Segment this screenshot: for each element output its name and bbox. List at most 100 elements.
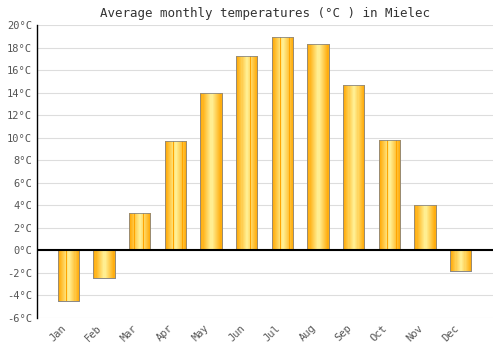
Bar — [420, 205, 421, 250]
Bar — [386, 140, 388, 250]
Bar — [248, 56, 250, 250]
Bar — [58, 250, 59, 301]
Bar — [320, 44, 322, 250]
Bar — [78, 250, 79, 301]
Bar — [348, 85, 350, 250]
Bar — [164, 141, 186, 250]
Bar — [284, 36, 285, 250]
Bar — [164, 141, 186, 250]
Bar — [466, 250, 468, 271]
Bar — [104, 250, 106, 279]
Bar — [464, 250, 466, 271]
Bar — [242, 56, 244, 250]
Bar — [353, 85, 354, 250]
Bar — [318, 44, 320, 250]
Bar — [177, 141, 178, 250]
Bar — [288, 36, 290, 250]
Bar — [208, 93, 209, 250]
Bar — [432, 205, 434, 250]
Bar — [418, 205, 420, 250]
Bar — [292, 36, 293, 250]
Bar — [378, 140, 400, 250]
Bar — [74, 250, 76, 301]
Bar — [244, 56, 245, 250]
Bar — [355, 85, 356, 250]
Bar — [358, 85, 360, 250]
Bar — [350, 85, 352, 250]
Bar — [277, 36, 278, 250]
Bar — [247, 56, 248, 250]
Bar — [246, 56, 247, 250]
Bar — [100, 250, 101, 279]
Bar — [148, 213, 149, 250]
Bar — [285, 36, 286, 250]
Bar — [325, 44, 326, 250]
Bar — [217, 93, 218, 250]
Bar — [283, 36, 284, 250]
Bar — [313, 44, 314, 250]
Bar — [131, 213, 132, 250]
Bar — [209, 93, 210, 250]
Bar — [114, 250, 116, 279]
Bar — [210, 93, 212, 250]
Bar — [426, 205, 428, 250]
Bar — [392, 140, 393, 250]
Bar — [458, 250, 459, 271]
Bar — [274, 36, 275, 250]
Bar — [314, 44, 315, 250]
Bar — [93, 250, 94, 279]
Bar — [290, 36, 292, 250]
Bar — [307, 44, 328, 250]
Bar — [76, 250, 78, 301]
Title: Average monthly temperatures (°C ) in Mielec: Average monthly temperatures (°C ) in Mi… — [100, 7, 430, 20]
Bar — [150, 213, 152, 250]
Bar — [414, 205, 436, 250]
Bar — [430, 205, 431, 250]
Bar — [58, 250, 79, 301]
Bar — [236, 56, 258, 250]
Bar — [149, 213, 150, 250]
Bar — [429, 205, 430, 250]
Bar — [109, 250, 110, 279]
Bar — [64, 250, 66, 301]
Bar — [93, 250, 114, 279]
Bar — [206, 93, 207, 250]
Bar — [139, 213, 140, 250]
Bar — [134, 213, 136, 250]
Bar — [360, 85, 361, 250]
Bar — [428, 205, 429, 250]
Bar — [462, 250, 464, 271]
Bar — [238, 56, 239, 250]
Bar — [471, 250, 472, 271]
Bar — [310, 44, 312, 250]
Bar — [146, 213, 147, 250]
Bar — [308, 44, 310, 250]
Bar — [172, 141, 174, 250]
Bar — [316, 44, 318, 250]
Bar — [93, 250, 114, 279]
Bar — [280, 36, 281, 250]
Bar — [255, 56, 256, 250]
Bar — [202, 93, 203, 250]
Bar — [61, 250, 62, 301]
Bar — [236, 56, 237, 250]
Bar — [200, 93, 222, 250]
Bar — [70, 250, 71, 301]
Bar — [69, 250, 70, 301]
Bar — [167, 141, 168, 250]
Bar — [400, 140, 401, 250]
Bar — [454, 250, 456, 271]
Bar — [140, 213, 141, 250]
Bar — [352, 85, 353, 250]
Bar — [164, 141, 166, 250]
Bar — [218, 93, 220, 250]
Bar — [94, 250, 96, 279]
Bar — [106, 250, 108, 279]
Bar — [382, 140, 383, 250]
Bar — [60, 250, 61, 301]
Bar — [381, 140, 382, 250]
Bar — [63, 250, 64, 301]
Bar — [111, 250, 112, 279]
Bar — [168, 141, 169, 250]
Bar — [450, 250, 471, 271]
